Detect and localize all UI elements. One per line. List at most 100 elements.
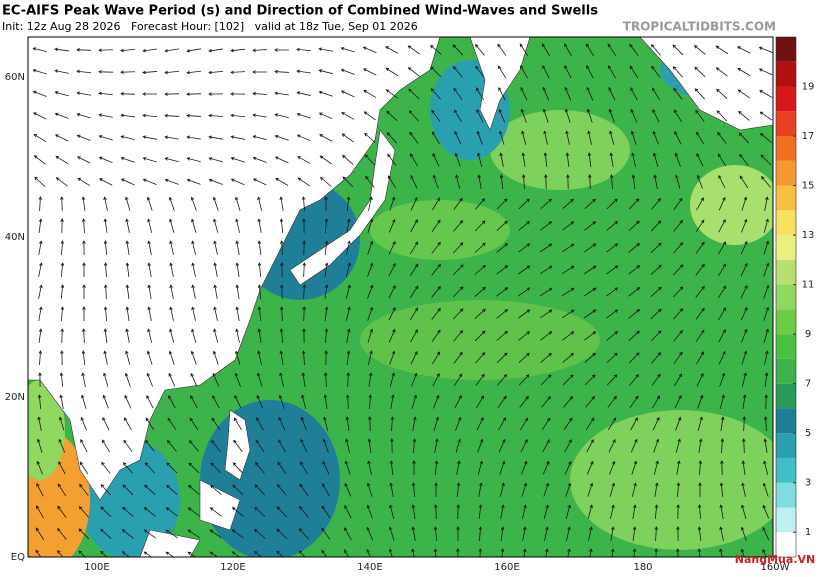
direction-arrow xyxy=(497,374,508,386)
direction-arrow xyxy=(208,157,223,163)
direction-arrow xyxy=(434,460,439,476)
direction-arrow xyxy=(103,328,108,343)
direction-arrow xyxy=(764,196,769,211)
direction-arrow xyxy=(346,328,351,343)
direction-arrow xyxy=(407,45,420,55)
direction-arrow xyxy=(342,154,354,165)
direction-arrow xyxy=(274,48,290,52)
direction-arrow xyxy=(345,438,351,453)
direction-arrow xyxy=(164,70,180,75)
direction-arrow xyxy=(652,109,660,123)
direction-arrow xyxy=(362,46,377,54)
direction-arrow xyxy=(629,395,639,408)
direction-arrow xyxy=(695,285,705,298)
direction-arrow xyxy=(433,504,438,520)
direction-arrow xyxy=(695,109,705,122)
direction-arrow xyxy=(367,306,374,321)
direction-arrow xyxy=(764,394,768,410)
direction-arrow xyxy=(56,549,64,557)
direction-arrow xyxy=(740,306,748,321)
direction-arrow xyxy=(187,551,197,557)
direction-arrow xyxy=(230,113,246,118)
direction-arrow xyxy=(36,505,44,519)
direction-arrow xyxy=(407,67,420,77)
direction-arrow xyxy=(478,526,483,542)
direction-arrow xyxy=(278,394,285,409)
direction-arrow xyxy=(211,439,221,452)
direction-arrow xyxy=(390,438,394,454)
direction-arrow xyxy=(452,308,464,320)
direction-arrow xyxy=(100,528,112,539)
direction-arrow xyxy=(562,331,575,341)
direction-arrow xyxy=(542,86,550,101)
direction-arrow xyxy=(256,417,264,431)
direction-arrow xyxy=(498,87,506,101)
direction-arrow xyxy=(230,70,246,75)
direction-arrow xyxy=(474,264,486,275)
direction-arrow xyxy=(344,460,351,475)
direction-arrow xyxy=(235,218,240,233)
direction-arrow xyxy=(146,196,153,211)
direction-arrow xyxy=(628,352,640,364)
colorbar-swatch xyxy=(776,334,796,359)
direction-arrow xyxy=(541,395,551,408)
direction-arrow xyxy=(252,178,267,186)
direction-arrow xyxy=(566,174,570,190)
direction-arrow xyxy=(367,218,374,233)
direction-arrow xyxy=(254,484,266,496)
colorbar-swatch xyxy=(776,210,796,236)
direction-arrow xyxy=(59,394,64,409)
direction-arrow xyxy=(719,504,724,519)
colorbar-label: 3 xyxy=(805,478,811,489)
direction-arrow xyxy=(343,549,350,557)
direction-arrow xyxy=(187,529,201,539)
direction-arrow xyxy=(103,350,108,365)
light-patch xyxy=(490,110,630,190)
direction-arrow xyxy=(520,439,528,453)
direction-arrow xyxy=(519,395,529,408)
direction-arrow xyxy=(542,65,550,79)
direction-arrow xyxy=(324,196,328,212)
direction-arrow xyxy=(169,328,175,343)
direction-arrow xyxy=(716,88,728,99)
direction-arrow xyxy=(522,526,527,541)
direction-arrow xyxy=(584,374,596,386)
direction-arrow xyxy=(279,350,284,365)
direction-arrow xyxy=(191,306,196,321)
direction-arrow xyxy=(496,287,509,297)
direction-arrow xyxy=(169,218,175,233)
direction-arrow xyxy=(543,152,548,167)
direction-arrow xyxy=(340,46,355,53)
direction-arrow xyxy=(277,461,287,474)
direction-arrow xyxy=(388,548,393,557)
direction-arrow xyxy=(609,130,615,145)
direction-arrow xyxy=(452,264,464,276)
direction-arrow xyxy=(33,155,46,165)
direction-arrow xyxy=(741,482,746,497)
direction-arrow xyxy=(475,43,485,56)
direction-arrow xyxy=(566,526,571,541)
direction-arrow xyxy=(673,87,683,100)
direction-arrow xyxy=(541,417,551,431)
direction-arrow xyxy=(500,548,505,557)
direction-arrow xyxy=(278,439,286,453)
direction-arrow xyxy=(695,131,705,145)
direction-arrow xyxy=(740,262,748,277)
direction-arrow xyxy=(346,196,351,212)
direction-arrow xyxy=(719,482,724,498)
direction-arrow xyxy=(77,177,91,187)
direction-arrow xyxy=(609,482,616,497)
direction-arrow xyxy=(456,526,460,542)
direction-arrow xyxy=(98,113,113,118)
direction-arrow xyxy=(672,66,683,78)
direction-arrow xyxy=(761,175,771,188)
direction-arrow xyxy=(213,218,219,233)
title: EC-AIFS Peak Wave Period (s) and Directi… xyxy=(2,4,598,19)
direction-arrow xyxy=(542,460,550,475)
direction-arrow xyxy=(456,460,461,475)
direction-arrow xyxy=(234,372,241,387)
light-patch xyxy=(28,380,65,480)
direction-arrow xyxy=(674,130,682,145)
direction-arrow xyxy=(740,284,748,299)
direction-arrow xyxy=(588,174,592,190)
